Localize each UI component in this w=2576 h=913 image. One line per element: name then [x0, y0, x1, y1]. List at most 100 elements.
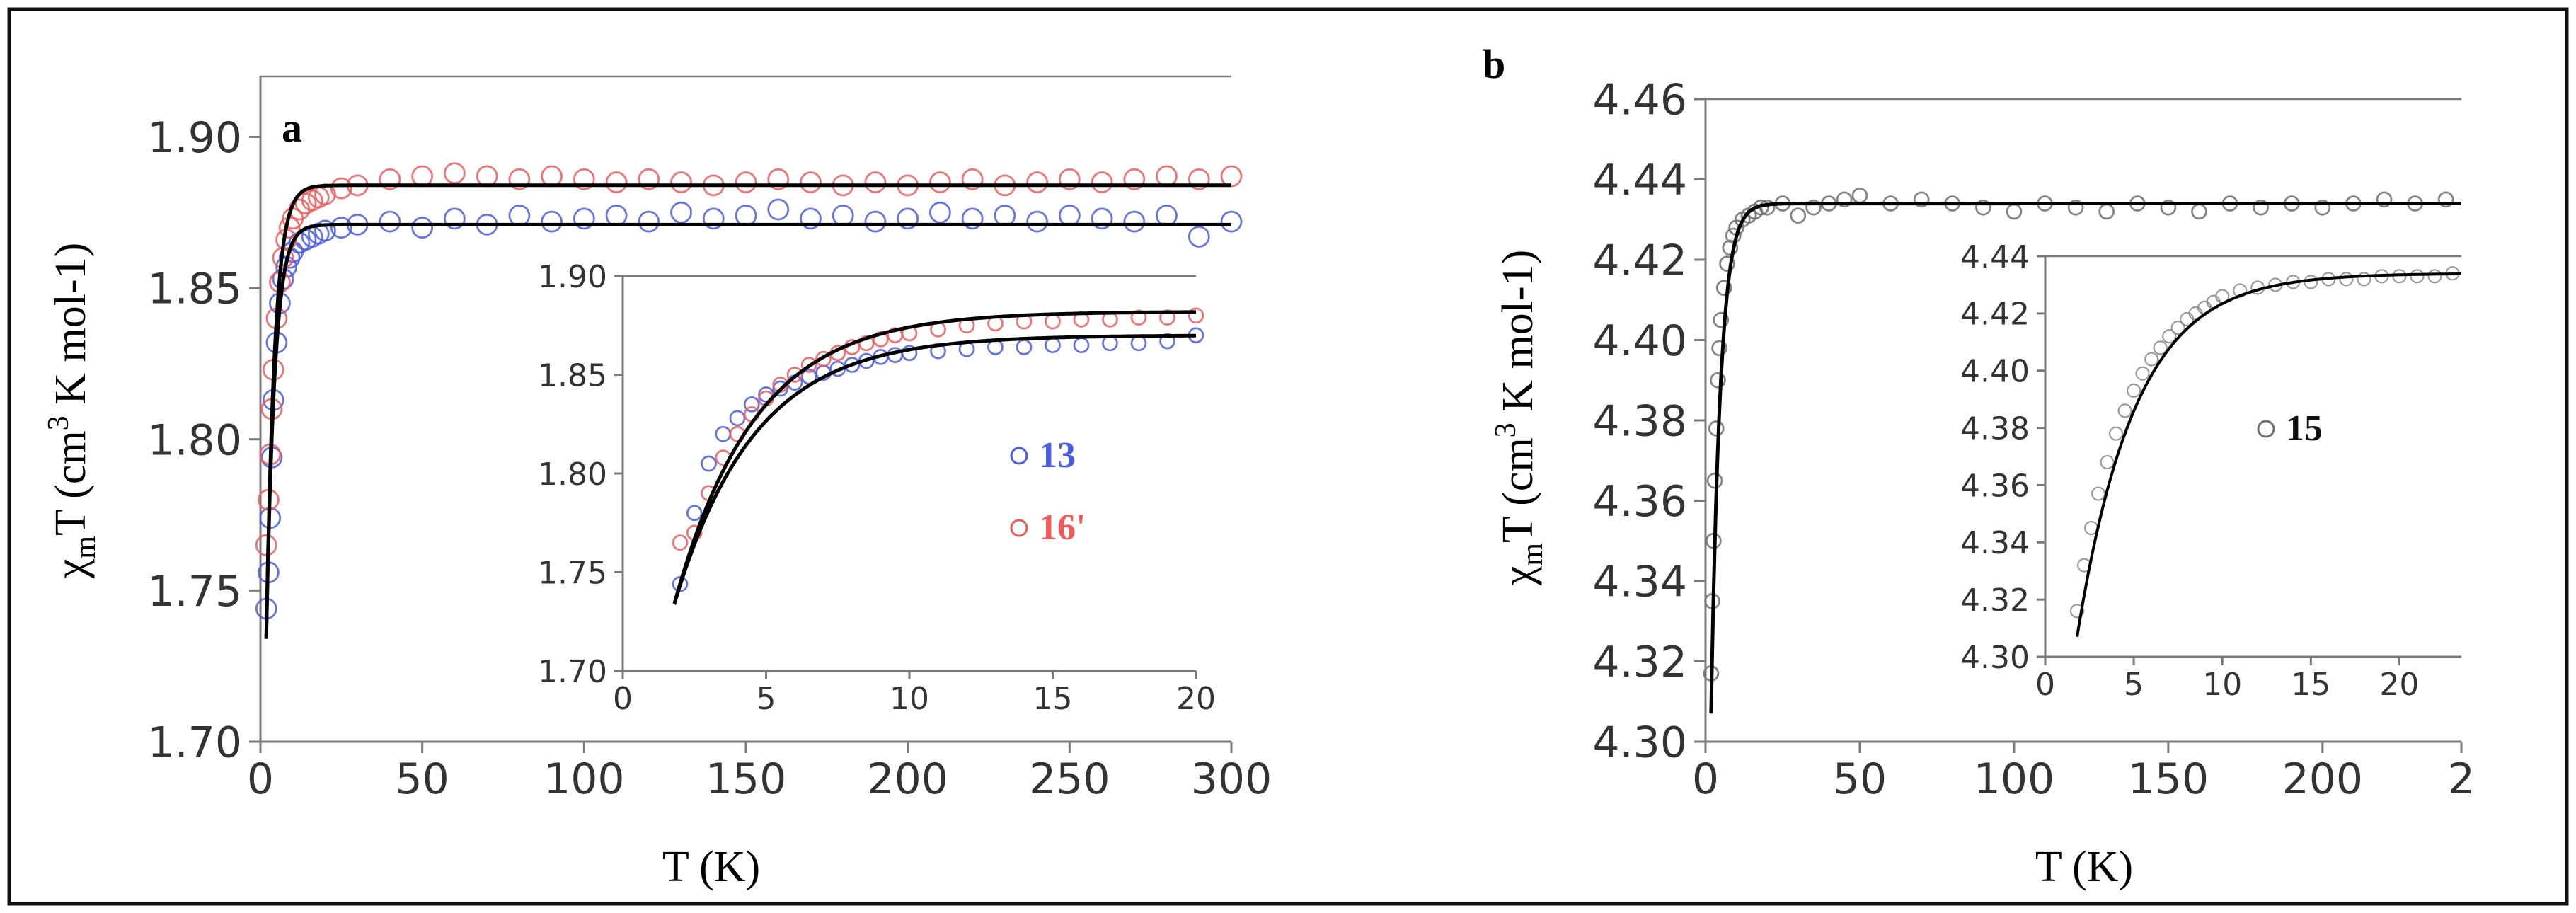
data-point-15	[2410, 269, 2425, 284]
y-axis-label-part: m	[69, 536, 102, 559]
x-tick-label: 20	[1176, 681, 1216, 717]
y-axis-label-part: χ	[1494, 565, 1542, 586]
data-point-13	[1058, 205, 1081, 226]
data-point-15	[1708, 420, 1725, 437]
data-point-16p	[508, 168, 531, 190]
data-point-16p	[1159, 309, 1175, 326]
data-point-13	[411, 217, 434, 239]
data-point-15	[2127, 383, 2141, 398]
fit-13-line	[672, 333, 1196, 605]
data-point-15	[2135, 366, 2150, 381]
data-point-16p	[864, 171, 887, 193]
y-axis-label-part: K mol-1)	[47, 243, 95, 416]
y-axis-label-part: m	[1516, 543, 1549, 566]
data-point-16p	[1058, 168, 1081, 190]
y-tick-label: 1.85	[538, 357, 607, 394]
fit-13-line	[264, 222, 1231, 639]
y-axis-label-part: χ	[47, 558, 95, 579]
data-point-13	[929, 201, 951, 224]
data-point-16p	[1188, 168, 1210, 190]
y-axis-label-part: 3	[42, 415, 75, 430]
data-point-15	[1719, 255, 1735, 272]
data-point-15	[1974, 199, 1991, 216]
data-point-15	[2144, 352, 2159, 367]
data-point-16p	[411, 165, 434, 188]
data-point-13	[702, 207, 725, 230]
y-tick-label: 1.90	[147, 113, 242, 163]
data-point-15	[1711, 340, 1727, 357]
x-tick-label: 15	[2291, 667, 2330, 703]
data-point-13	[864, 210, 887, 233]
y-axis-label: χmT (cm3 K mol-1)	[1489, 250, 1549, 587]
data-point-15	[1706, 472, 1723, 489]
x-tick-label: 0	[247, 754, 274, 804]
data-point-16p	[786, 367, 803, 383]
data-point-15	[2191, 203, 2207, 220]
data-point-16p	[379, 168, 401, 190]
legend-marker	[2257, 420, 2275, 438]
y-tick-label: 1.70	[147, 718, 242, 768]
fit-15-line	[2076, 272, 2461, 638]
data-point-16p	[815, 350, 832, 367]
x-tick-label: 5	[2124, 667, 2144, 703]
y-axis-label-part: T (cm	[1494, 437, 1542, 543]
data-point-15	[2069, 604, 2085, 619]
data-point-13	[541, 210, 563, 233]
data-point-16p	[1091, 171, 1113, 193]
y-tick-label: 4.36	[1592, 477, 1687, 527]
fit-15-line	[1709, 202, 2461, 714]
y-tick-label: 1.80	[147, 415, 242, 465]
data-point-15	[2427, 269, 2442, 284]
y-axis-label: χmT (cm3 K mol-1)	[42, 243, 102, 580]
fit-16-line	[264, 183, 1231, 639]
x-tick-label: 15	[1033, 681, 1073, 717]
data-point-16p	[800, 357, 817, 373]
data-point-15	[1790, 207, 1807, 224]
y-tick-label: 4.44	[1960, 239, 2030, 275]
data-point-13	[772, 380, 789, 397]
x-tick-label: 0	[613, 681, 633, 717]
x-tick-label: 0	[2035, 667, 2055, 703]
data-point-15	[2098, 203, 2115, 220]
data-point-13	[767, 198, 790, 221]
y-tick-label: 1.80	[538, 456, 607, 493]
data-point-13	[1026, 210, 1048, 233]
data-point-15	[2160, 199, 2177, 216]
data-point-13	[897, 207, 919, 230]
x-tick-label: 250	[1029, 754, 1110, 804]
data-point-15	[2253, 199, 2270, 216]
x-tick-label: 50	[1833, 754, 1887, 804]
x-tick-label: 300	[1191, 754, 1272, 804]
data-point-13	[1123, 210, 1146, 233]
y-tick-label: 4.46	[1592, 76, 1687, 125]
y-tick-label: 4.38	[1960, 410, 2030, 447]
data-point-16p	[735, 171, 757, 193]
data-point-15	[2339, 272, 2354, 287]
data-point-15	[1851, 187, 1868, 204]
x-axis-label: T (K)	[2035, 843, 2133, 891]
data-point-16p	[1123, 168, 1146, 190]
panel-b-main-chart: 4.304.324.344.364.384.404.424.444.460 50 1…	[1483, 41, 2475, 891]
x-tick-label: 200	[867, 754, 948, 804]
data-point-13	[444, 207, 466, 230]
data-point-15	[2006, 203, 2023, 220]
y-axis-label-part: 3	[1489, 423, 1522, 437]
panel-a-inset-chart: 1.70 1.75 1.80 1.85 1.90 0 5 10 15 20 13 16'	[538, 259, 1216, 717]
x-tick-label: 150	[2128, 754, 2209, 804]
data-point-16p	[330, 177, 352, 200]
data-point-13	[330, 217, 352, 239]
data-point-16p	[800, 171, 822, 193]
y-tick-label: 4.34	[1592, 558, 1687, 607]
data-point-16p	[961, 168, 984, 190]
data-point-16p	[929, 171, 951, 193]
data-point-16p	[672, 534, 689, 551]
y-tick-label: 4.36	[1960, 468, 2030, 504]
data-point-16p	[541, 165, 563, 188]
data-point-16p	[858, 335, 875, 352]
data-point-15	[1722, 239, 1739, 256]
data-point-15	[1715, 280, 1732, 297]
data-point-13	[901, 345, 918, 362]
data-point-16p	[573, 168, 595, 190]
data-point-15	[1805, 199, 1822, 216]
y-tick-label: 1.90	[538, 259, 607, 295]
